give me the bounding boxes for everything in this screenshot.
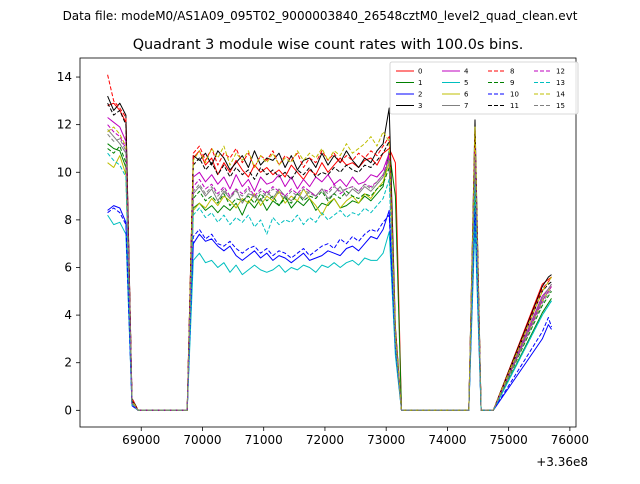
chart-title: Quadrant 3 module wise count rates with … xyxy=(133,37,524,53)
legend-label-3: 3 xyxy=(418,102,422,110)
x-tick-label: 76000 xyxy=(551,433,589,447)
series-line-8 xyxy=(107,74,552,411)
legend-label-15: 15 xyxy=(556,102,565,110)
y-tick-label: 0 xyxy=(64,403,72,417)
x-tick-label: 72000 xyxy=(306,433,344,447)
y-tick-label: 14 xyxy=(57,70,72,84)
series-layer xyxy=(107,74,552,411)
axes-layer: 69000 70000 71000 72000 73000 74000 75000 76000… xyxy=(57,57,589,447)
legend-label-13: 13 xyxy=(556,79,565,87)
y-tick-label: 12 xyxy=(57,118,72,132)
series-line-15 xyxy=(107,133,552,411)
legend-label-8: 8 xyxy=(510,68,514,76)
legend-frame xyxy=(389,61,579,115)
x-tick-label: 74000 xyxy=(428,433,466,447)
legend-label-9: 9 xyxy=(510,79,514,87)
legend-label-4: 4 xyxy=(464,68,469,76)
y-tick-label: 4 xyxy=(64,308,72,322)
y-tick-label: 6 xyxy=(64,260,72,274)
y-tick-label: 2 xyxy=(64,356,72,370)
y-tick-label: 10 xyxy=(57,165,72,179)
x-tick-label: 73000 xyxy=(367,433,405,447)
x-axis-offset-label: +3.36e8 xyxy=(536,455,588,469)
legend-label-0: 0 xyxy=(418,68,422,76)
legend-label-11: 11 xyxy=(510,102,519,110)
legend-label-5: 5 xyxy=(464,79,468,87)
figure-suptitle: Data file: modeM0/AS1A09_095T02_90000038… xyxy=(63,9,578,23)
legend-label-14: 14 xyxy=(556,91,565,99)
legend-label-6: 6 xyxy=(464,91,469,99)
legend-label-10: 10 xyxy=(510,91,519,99)
x-tick-label: 71000 xyxy=(245,433,283,447)
x-tick-label: 69000 xyxy=(122,433,160,447)
x-tick-label: 75000 xyxy=(490,433,528,447)
legend-label-1: 1 xyxy=(418,79,422,87)
x-tick-label: 70000 xyxy=(183,433,221,447)
legend-label-7: 7 xyxy=(464,102,468,110)
legend-label-2: 2 xyxy=(418,91,422,99)
plot-frame xyxy=(79,57,577,428)
legend-label-12: 12 xyxy=(556,68,565,76)
y-tick-label: 8 xyxy=(64,213,72,227)
